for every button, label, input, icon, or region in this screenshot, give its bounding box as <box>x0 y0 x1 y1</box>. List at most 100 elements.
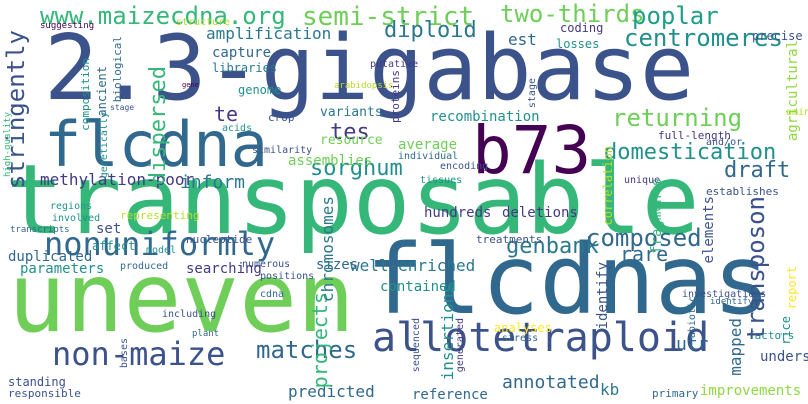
word-utr: utr <box>676 334 709 355</box>
word-plant: plant <box>192 329 220 339</box>
word-sorghum: sorghum <box>310 156 403 181</box>
word-hundreds: hundreds <box>424 205 492 221</box>
word-predicted: predicted <box>288 382 375 401</box>
word-flcdna: flcdna <box>44 108 268 181</box>
word-and-or: and/or <box>706 137 743 148</box>
word-kb: kb <box>600 380 620 399</box>
word-structure: structure <box>176 17 231 28</box>
word-genetically: genetically <box>99 112 110 179</box>
word-unique: unique <box>624 175 661 186</box>
word-rice: understanding <box>760 349 808 365</box>
word-set: set <box>96 221 122 237</box>
word-publicly: mapped <box>726 318 745 376</box>
word-identify: abiotic <box>687 296 698 339</box>
word-sequenced: sequenced <box>411 318 422 373</box>
word-two-thirds: two-thirds <box>500 0 645 28</box>
word-produced: produced <box>120 261 169 272</box>
word-matches: matches <box>256 336 358 364</box>
word-variants: variants <box>320 105 383 120</box>
word-methylation-poor: methylation-poor <box>40 170 195 189</box>
word-deletions: deletions <box>502 205 578 221</box>
word-duplicated: duplicated <box>8 249 93 265</box>
word-dispersed: dispersed <box>146 66 171 186</box>
word-affect: affect <box>92 239 136 253</box>
word-fragments: fragments <box>649 178 665 254</box>
word-centromeres: centromeres <box>624 24 783 52</box>
word-allotetraploid: allotetraploid <box>372 315 710 361</box>
word-composition: composition <box>79 58 92 131</box>
word-ancient: ancient <box>95 66 109 117</box>
word-establishes: establishes <box>706 185 779 198</box>
word-diploid: diploid <box>384 18 477 43</box>
word-high-quality: high-quality <box>3 112 13 178</box>
word-abiotic: investigations <box>682 289 767 300</box>
word-tissues: tissues <box>420 175 463 186</box>
word-genbank: genbank <box>506 234 599 259</box>
word-suggesting: suggesting <box>40 21 95 31</box>
word-crop: putative <box>370 59 419 70</box>
word-primary: responsible <box>8 387 81 400</box>
word-individual: individual <box>398 151 459 162</box>
word-amplification: amplification <box>206 24 332 43</box>
word-chromosomes: chromosomes <box>318 196 337 302</box>
word-te: te <box>214 102 239 126</box>
word-proteins: arabidopsis <box>334 81 394 91</box>
word-positions: positions <box>260 271 315 282</box>
word-semi-strict: semi-strict <box>302 2 475 32</box>
word-cdna: cdna <box>260 289 285 300</box>
word-well-enriched: well-enriched <box>350 256 476 275</box>
word-numerous: numerous <box>242 259 291 270</box>
word-treatments: treatments <box>476 233 543 246</box>
word-recombination: recombination <box>430 109 540 125</box>
word-full-length: full-length <box>658 129 731 142</box>
word-capture: capture <box>212 45 272 61</box>
word-returning: returning <box>612 104 743 132</box>
word-precise: precise <box>752 29 803 43</box>
word-agricultural: agricultural <box>785 40 801 142</box>
word-uneven: uneven <box>8 242 355 354</box>
word-model: model <box>146 245 177 256</box>
word-projects: projects <box>308 292 332 389</box>
word-resource: resource <box>320 133 383 148</box>
word-putative: proteins <box>389 70 402 123</box>
word-encoding: encoding <box>440 161 489 172</box>
word-involved: involved <box>52 213 101 224</box>
word-tes: tes <box>330 120 370 145</box>
word-generated: generated <box>455 318 466 373</box>
word-families: acids <box>222 123 253 134</box>
word-representing: correlation <box>601 146 615 226</box>
word-regions: regions <box>50 201 93 212</box>
word-inform: inform <box>180 172 246 193</box>
word-analyses: analyses <box>494 321 552 335</box>
word-parameters: parameters <box>20 261 105 277</box>
word-stress: stress <box>502 333 539 344</box>
word-factors: identify <box>710 297 754 307</box>
word-acids: crop <box>268 111 295 124</box>
word-rare: rare <box>620 242 669 266</box>
word-transcripts: transcripts <box>10 225 70 235</box>
word-nonuniformly: nonuniformly <box>44 225 276 263</box>
word-composed: composed <box>586 224 702 252</box>
word-genome: genome <box>238 83 282 97</box>
word-non-maize: non-maize <box>52 335 226 373</box>
word-understanding: report <box>785 266 799 310</box>
word-including: including <box>162 309 217 320</box>
word-report: factors <box>748 329 795 342</box>
word-draft: draft <box>724 158 791 183</box>
word-poplar: poplar <box>632 2 719 30</box>
word-biological: biological <box>111 36 124 103</box>
word-amino: amino <box>786 107 808 118</box>
word-annotated: annotated <box>502 372 600 393</box>
word-b73: b73 <box>472 112 592 189</box>
word-contained: contained <box>380 279 456 295</box>
word-insertions: insertions <box>438 284 457 381</box>
word-url: www.maizecdna.org <box>40 2 286 30</box>
word-bases: standing <box>8 375 66 389</box>
word-correlation: representing <box>120 209 200 222</box>
word-arabidopsis: gene <box>182 81 199 89</box>
word-2-3-gigabase: 2.3-gigabase <box>44 16 695 121</box>
word-mapped: primary <box>652 387 699 400</box>
word-sizes: sizes <box>316 257 359 273</box>
word-responsible: bases <box>119 338 130 369</box>
